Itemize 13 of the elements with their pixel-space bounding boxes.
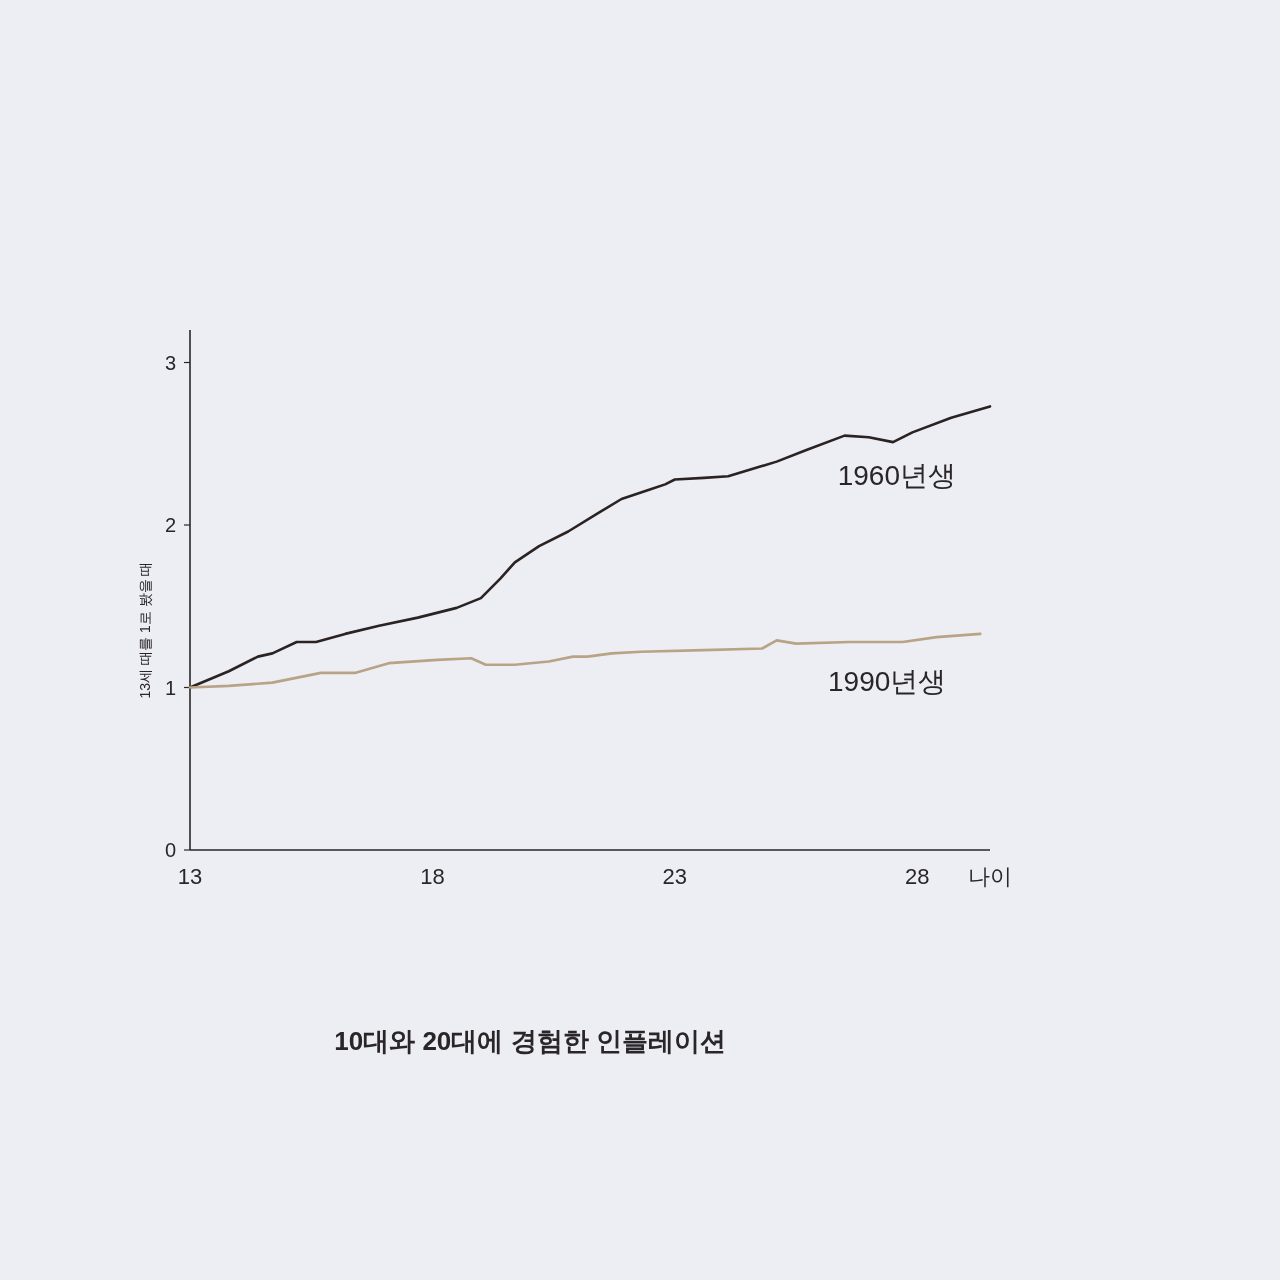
x-tick-label: 18 (420, 864, 445, 889)
x-tick-label: 28 (905, 864, 930, 889)
series-label: 1960년생 (837, 459, 956, 491)
series-label: 1990년생 (828, 665, 947, 697)
x-tick-label: 13 (177, 864, 203, 889)
y-tick-label: 2 (164, 514, 176, 536)
y-axis-title: 13세 때를 1로 봤을 때 (137, 561, 153, 699)
x-tick-label: 23 (662, 864, 688, 889)
x-axis-title: 나이 (968, 864, 1012, 889)
y-tick-label: 0 (164, 839, 176, 861)
y-tick-label: 3 (164, 351, 176, 374)
y-tick-label: 1 (164, 676, 176, 699)
text: 10대와 20대에 경험한 인플레이션 (334, 1026, 726, 1056)
